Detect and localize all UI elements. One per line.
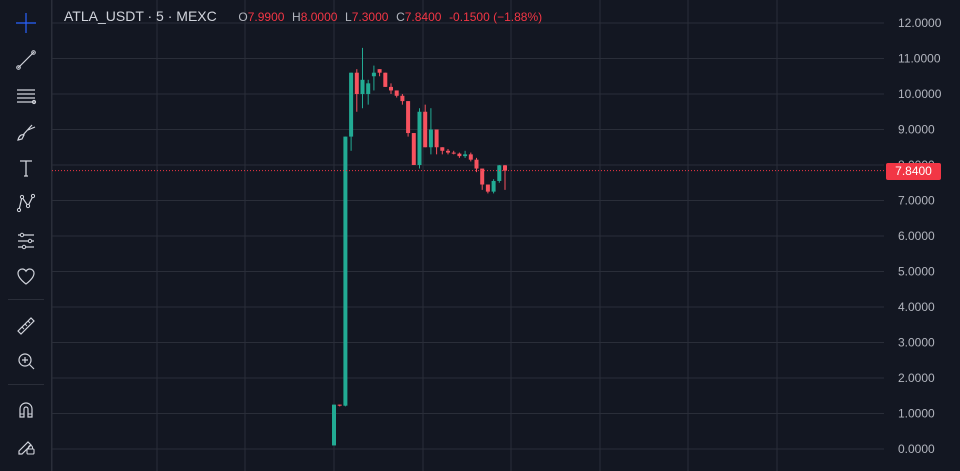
prediction-icon bbox=[18, 232, 34, 250]
open-value: 7.9900 bbox=[247, 10, 285, 24]
y-axis-tick-label: 0.0000 bbox=[898, 442, 935, 456]
candle-body bbox=[491, 180, 496, 192]
y-axis-tick-label: 7.0000 bbox=[898, 194, 935, 208]
symbol-title[interactable]: ATLA_USDT · 5 · MEXC bbox=[64, 8, 217, 24]
y-axis-tick-label: 1.0000 bbox=[898, 407, 935, 421]
toolbar-separator bbox=[8, 299, 44, 300]
candle-body bbox=[434, 129, 439, 148]
candle-body bbox=[468, 154, 473, 160]
candle-body bbox=[451, 152, 456, 154]
trend-line-tool[interactable] bbox=[10, 45, 42, 75]
last-price-tag: 7.8400 bbox=[886, 163, 941, 180]
candle-body bbox=[400, 95, 405, 102]
y-axis-tick-label: 5.0000 bbox=[898, 265, 935, 279]
candle-body bbox=[411, 133, 416, 165]
y-axis-tick-label: 4.0000 bbox=[898, 300, 935, 314]
candle-body bbox=[377, 69, 382, 73]
candle-body bbox=[343, 136, 348, 406]
candle-body bbox=[406, 101, 411, 134]
candle-body bbox=[440, 147, 445, 151]
high-value: 8.0000 bbox=[300, 10, 338, 24]
low-value: 7.3000 bbox=[351, 10, 389, 24]
lock-drawings-tool[interactable] bbox=[10, 431, 42, 461]
ruler-icon bbox=[17, 317, 35, 335]
favorites-tool[interactable] bbox=[10, 261, 42, 291]
candle-body bbox=[446, 150, 450, 153]
brush-tool[interactable] bbox=[10, 117, 42, 147]
text-icon bbox=[20, 160, 32, 177]
candle-body bbox=[332, 404, 336, 446]
favorites-heart-icon bbox=[17, 268, 35, 285]
candle-body bbox=[474, 159, 479, 169]
y-axis-tick-label: 3.0000 bbox=[898, 336, 935, 350]
fib-retracement-tool[interactable] bbox=[10, 81, 42, 111]
brush-icon bbox=[17, 124, 36, 141]
toolbar-separator bbox=[8, 384, 44, 385]
ohlc-legend: ATLA_USDT · 5 · MEXC O7.9900 H8.0000 L7.… bbox=[64, 8, 542, 24]
magnet-icon bbox=[19, 402, 33, 418]
candle-body bbox=[463, 154, 468, 157]
low-label: L bbox=[345, 10, 352, 24]
lock-pencil-icon bbox=[18, 441, 35, 455]
candle-body bbox=[423, 111, 428, 148]
candle-body bbox=[417, 111, 422, 165]
candle-body bbox=[354, 72, 359, 94]
fib-retracement-icon bbox=[17, 89, 37, 105]
prediction-tool[interactable] bbox=[10, 226, 42, 256]
y-axis-tick-label: 6.0000 bbox=[898, 229, 935, 243]
high-label: H bbox=[292, 10, 301, 24]
y-axis-tick-label: 2.0000 bbox=[898, 371, 935, 385]
candle-body bbox=[497, 165, 502, 181]
candle-body bbox=[480, 168, 485, 185]
pattern-tool[interactable] bbox=[10, 188, 42, 218]
candle-body bbox=[366, 83, 371, 94]
close-value: 7.8400 bbox=[404, 10, 442, 24]
candle-body bbox=[337, 404, 342, 406]
candle-body bbox=[383, 72, 388, 87]
zoom-in-icon bbox=[18, 353, 35, 370]
trend-line-icon bbox=[16, 50, 36, 70]
open-label: O bbox=[238, 10, 248, 24]
candle-body bbox=[485, 184, 490, 192]
candle-body bbox=[428, 129, 433, 148]
change-value: -0.1500 (−1.88%) bbox=[449, 10, 543, 24]
candle-body bbox=[457, 153, 462, 157]
zoom-in-tool[interactable] bbox=[10, 346, 42, 376]
y-axis-tick-label: 12.0000 bbox=[898, 16, 942, 30]
candle-body bbox=[394, 90, 399, 96]
candle-body bbox=[389, 86, 393, 91]
close-label: C bbox=[396, 10, 405, 24]
y-axis-tick-label: 10.0000 bbox=[898, 87, 942, 101]
candle-body bbox=[371, 72, 376, 77]
drawing-toolbar bbox=[0, 0, 52, 471]
y-axis-tick-label: 9.0000 bbox=[898, 123, 935, 137]
crosshair-icon bbox=[16, 13, 36, 33]
text-tool[interactable] bbox=[10, 153, 42, 183]
ruler-tool[interactable] bbox=[10, 311, 42, 341]
magnet-tool[interactable] bbox=[10, 395, 42, 425]
price-chart[interactable]: 12.0000 11.0000 10.0000 9.0000 8.0000 7.0000 6… bbox=[52, 0, 960, 471]
pattern-icon bbox=[16, 193, 36, 213]
candle-body bbox=[503, 165, 507, 171]
y-axis-tick-label: 11.0000 bbox=[898, 52, 941, 66]
candle-body bbox=[349, 72, 354, 137]
crosshair-tool[interactable] bbox=[10, 8, 42, 38]
candle-body bbox=[360, 79, 365, 94]
